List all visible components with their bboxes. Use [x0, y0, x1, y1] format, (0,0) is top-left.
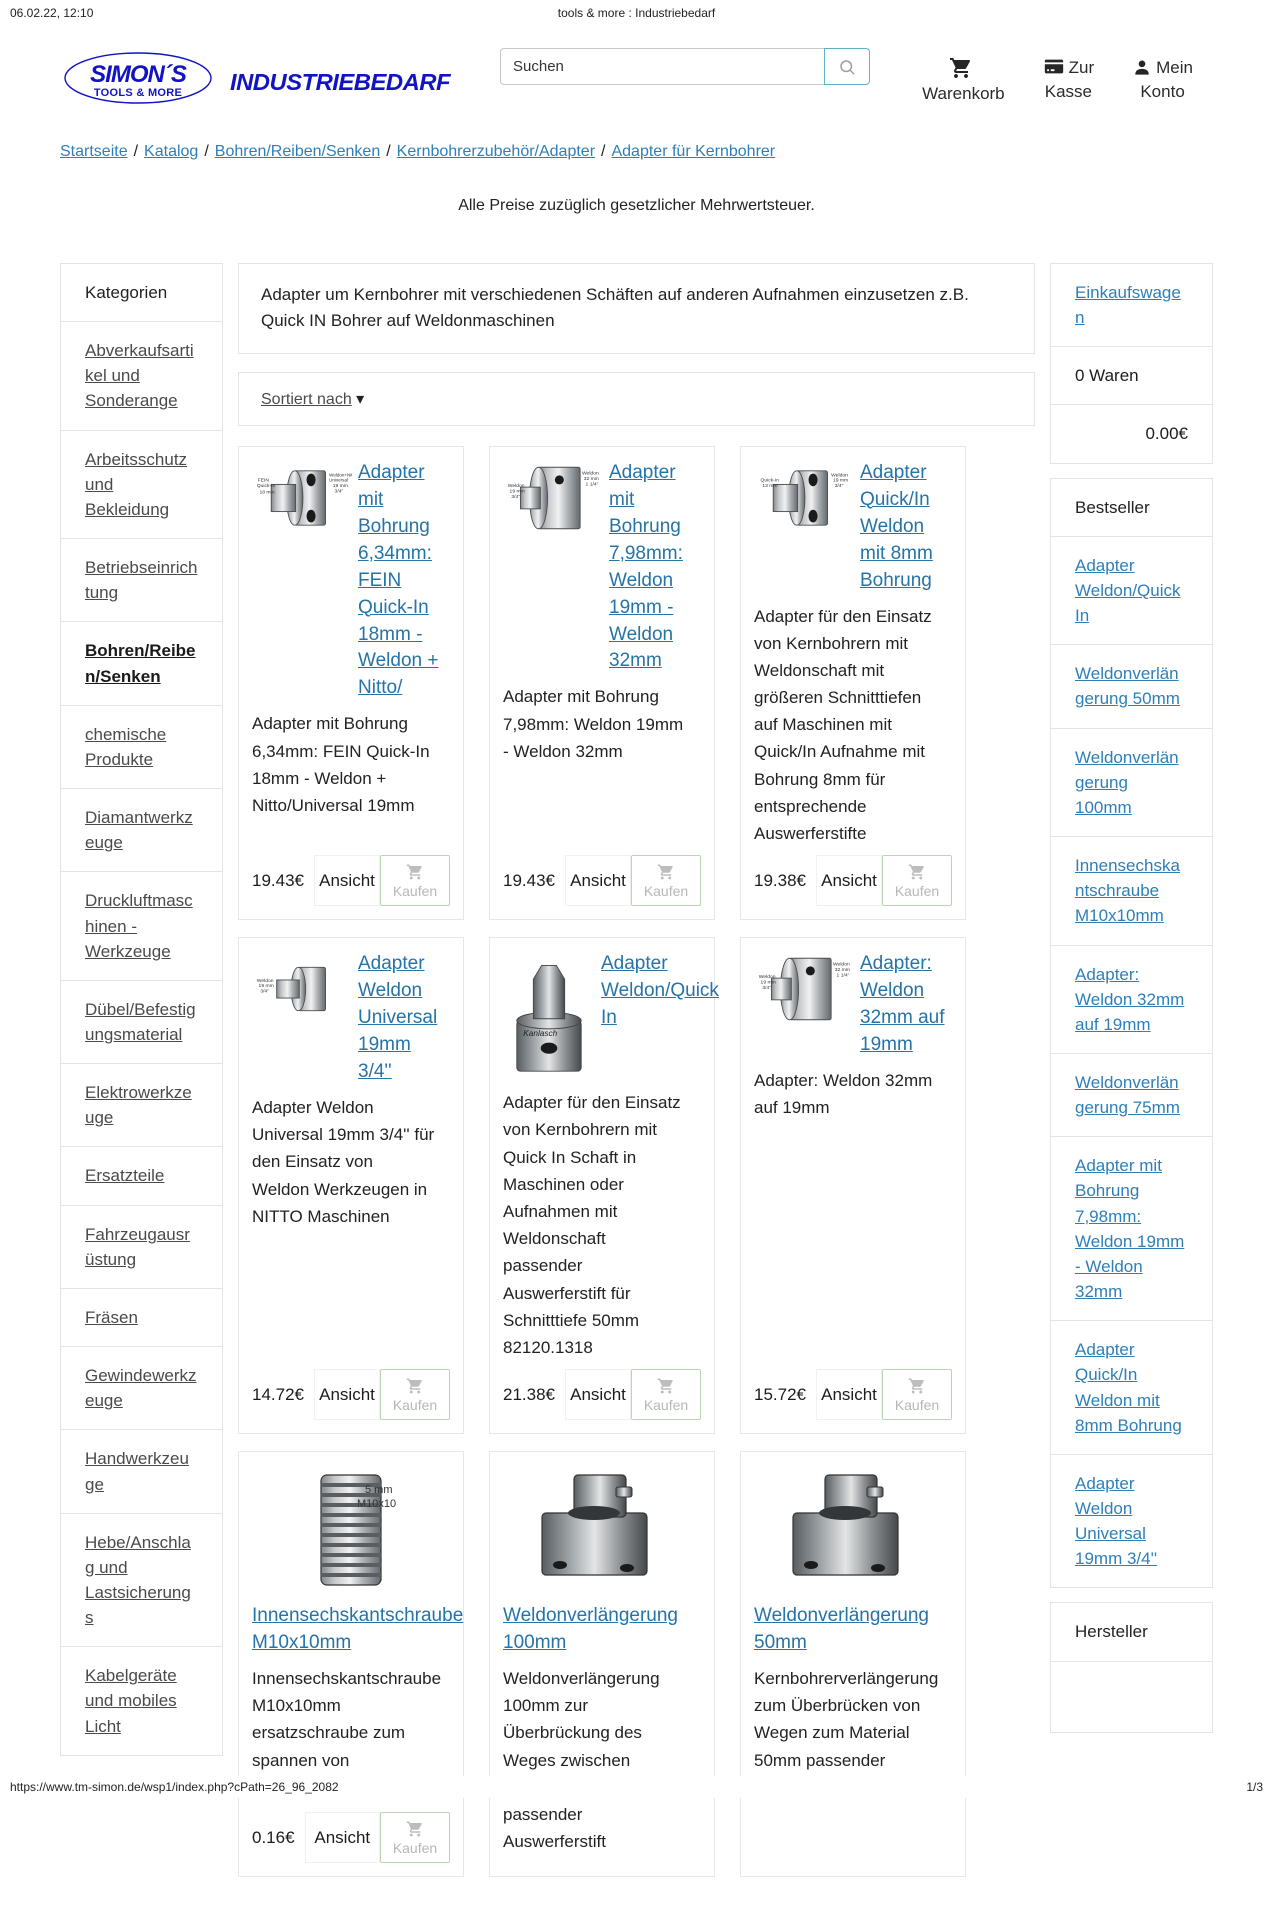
svg-text:19 mm: 19 mm — [833, 477, 848, 483]
svg-text:Weldon: Weldon — [508, 483, 525, 489]
svg-text:INDUSTRIEBEDARF: INDUSTRIEBEDARF — [230, 69, 452, 95]
svg-text:3/4": 3/4" — [260, 989, 269, 995]
svg-text:Weldon: Weldon — [831, 472, 848, 478]
svg-text:3/4": 3/4" — [762, 985, 771, 991]
svg-text:Weldon+Nitto/: Weldon+Nitto/ — [329, 472, 352, 477]
svg-text:32 mm: 32 mm — [835, 967, 850, 973]
svg-text:Weldon: Weldon — [759, 974, 776, 980]
svg-text:FEIN: FEIN — [258, 477, 270, 483]
svg-text:SIMON´S: SIMON´S — [90, 61, 187, 88]
svg-text:Weldon: Weldon — [582, 470, 599, 476]
svg-text:1 1/4": 1 1/4" — [837, 973, 850, 979]
svg-text:Weldon: Weldon — [257, 978, 274, 984]
svg-text:3/4": 3/4" — [511, 494, 520, 500]
svg-text:19 mm: 19 mm — [761, 980, 776, 986]
svg-text:Quick-In: Quick-In — [257, 483, 276, 489]
svg-text:19 mm: 19 mm — [259, 983, 274, 989]
svg-text:TOOLS & MORE: TOOLS & MORE — [94, 87, 182, 99]
svg-text:5 mm: 5 mm — [365, 1484, 393, 1496]
svg-text:3/4": 3/4" — [335, 488, 344, 494]
svg-text:13 mm: 13 mm — [762, 483, 777, 489]
svg-text:M10x10: M10x10 — [357, 1498, 396, 1510]
svg-text:3/4": 3/4" — [835, 483, 844, 489]
svg-text:Universal: Universal — [329, 477, 348, 482]
svg-text:Kanlasch: Kanlasch — [523, 1029, 557, 1038]
svg-text:19 mm: 19 mm — [333, 483, 348, 489]
svg-text:1 1/4": 1 1/4" — [586, 481, 599, 487]
svg-text:Quick-In: Quick-In — [761, 477, 780, 483]
svg-text:18 mm: 18 mm — [259, 489, 274, 495]
svg-text:Weldon: Weldon — [833, 962, 850, 968]
svg-text:19 mm: 19 mm — [510, 488, 525, 494]
svg-text:32 mm: 32 mm — [584, 476, 599, 482]
